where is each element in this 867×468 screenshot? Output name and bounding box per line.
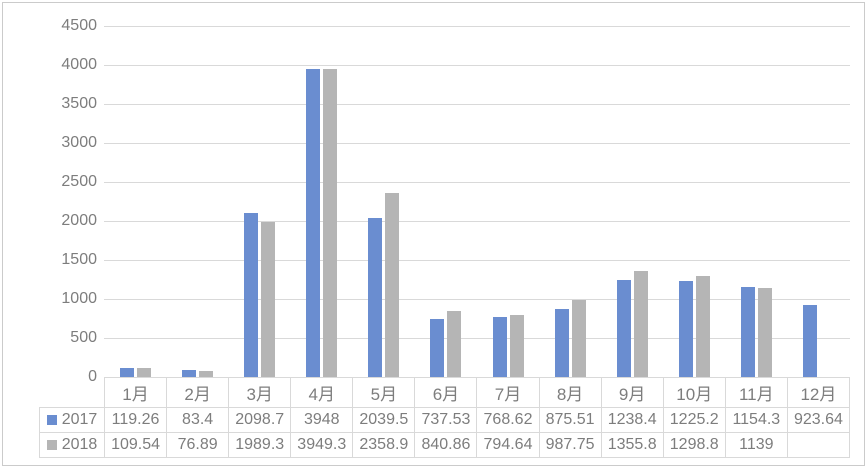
month-header-cell: 7月 — [476, 377, 540, 408]
value-cell: 1225.2 — [662, 407, 726, 433]
series-row-header: 2018 — [39, 432, 105, 458]
bar-2018-7月 — [510, 315, 524, 377]
value-cell: 875.51 — [538, 407, 602, 433]
y-axis-tick-label: 0 — [88, 368, 97, 385]
bar-2017-12月 — [803, 305, 817, 377]
bar-2017-2月 — [182, 370, 196, 377]
value-cell: 76.89 — [166, 432, 230, 458]
table-corner-cell — [40, 378, 105, 408]
value-cell — [786, 432, 851, 458]
gridline — [104, 221, 850, 222]
bar-2017-4月 — [306, 69, 320, 377]
chart-data-table: 1月 2月 3月 4月 5月 6月 7月 8月 9月 10月 11月 12月 2017 119.26 83.… — [39, 377, 851, 458]
value-cell: 1989.3 — [228, 432, 292, 458]
gridline — [104, 26, 850, 27]
value-cell: 3948 — [290, 407, 354, 433]
table-row-2017: 2017 119.26 83.4 2098.7 3948 2039.5 737.53 768.… — [39, 407, 851, 433]
value-cell: 2039.5 — [352, 407, 416, 433]
value-cell: 1154.3 — [724, 407, 788, 433]
legend-swatch-2017 — [46, 415, 57, 425]
value-cell: 119.26 — [103, 407, 168, 433]
y-axis-tick-label: 500 — [70, 329, 97, 346]
month-header-cell: 10月 — [662, 377, 726, 408]
bar-2018-11月 — [758, 288, 772, 377]
value-cell: 1298.8 — [662, 432, 726, 458]
gridline — [104, 260, 850, 261]
value-cell: 1355.8 — [600, 432, 664, 458]
bar-2018-10月 — [696, 276, 710, 377]
value-cell: 768.62 — [476, 407, 540, 433]
bar-2017-10月 — [679, 281, 693, 377]
bar-2018-1月 — [137, 368, 151, 377]
y-axis-tick-label: 3500 — [61, 95, 97, 112]
value-cell: 737.53 — [414, 407, 478, 433]
bar-2017-1月 — [120, 368, 134, 377]
value-cell: 840.86 — [414, 432, 478, 458]
y-axis-tick-label: 1500 — [61, 251, 97, 268]
gridline — [104, 143, 850, 144]
value-cell: 3949.3 — [290, 432, 354, 458]
bar-2017-11月 — [741, 287, 755, 377]
bar-2018-5月 — [385, 193, 399, 377]
value-cell: 794.64 — [476, 432, 540, 458]
bar-2017-5月 — [368, 218, 382, 377]
bar-2018-2月 — [199, 371, 213, 377]
gridline — [104, 182, 850, 183]
value-cell: 83.4 — [166, 407, 230, 433]
value-cell: 109.54 — [103, 432, 168, 458]
month-header-cell: 1月 — [103, 377, 168, 408]
value-cell: 923.64 — [786, 407, 851, 433]
bar-2017-8月 — [555, 309, 569, 377]
value-cell: 2358.9 — [352, 432, 416, 458]
month-header-cell: 4月 — [290, 377, 354, 408]
month-header-cell: 5月 — [352, 377, 416, 408]
value-cell: 1139 — [724, 432, 788, 458]
bar-2017-6月 — [430, 319, 444, 377]
y-axis-tick-label: 3000 — [61, 134, 97, 151]
gridline — [104, 338, 850, 339]
month-header-cell: 3月 — [228, 377, 292, 408]
month-header-cell: 11月 — [724, 377, 788, 408]
plot-area — [104, 26, 850, 377]
y-axis-tick-label: 4000 — [61, 56, 97, 73]
bar-2018-4月 — [323, 69, 337, 377]
y-axis-tick-label: 2000 — [61, 212, 97, 229]
bar-2017-7月 — [493, 317, 507, 377]
bar-2018-3月 — [261, 222, 275, 377]
bar-2018-8月 — [572, 300, 586, 377]
y-axis-tick-label: 2500 — [61, 173, 97, 190]
value-cell: 2098.7 — [228, 407, 292, 433]
value-cell: 1238.4 — [600, 407, 664, 433]
series-row-header: 2017 — [39, 407, 105, 433]
gridline — [104, 65, 850, 66]
month-header-cell: 9月 — [600, 377, 664, 408]
gridline — [104, 299, 850, 300]
month-header-cell: 2月 — [166, 377, 230, 408]
gridline — [104, 104, 850, 105]
bar-2017-3月 — [244, 213, 258, 377]
bar-2018-9月 — [634, 271, 648, 377]
y-axis-tick-label: 4500 — [61, 17, 97, 34]
series-name: 2017 — [61, 411, 98, 428]
legend-swatch-2018 — [46, 440, 57, 450]
table-row-2018: 2018 109.54 76.89 1989.3 3949.3 2358.9 840.86 7… — [39, 432, 851, 458]
month-header-cell: 12月 — [786, 377, 851, 408]
bar-2017-9月 — [617, 280, 631, 377]
month-header-cell: 6月 — [414, 377, 478, 408]
bar-2018-6月 — [447, 311, 461, 377]
series-name: 2018 — [61, 436, 98, 453]
data-table: 1月 2月 3月 4月 5月 6月 7月 8月 9月 10月 11月 12月 2017 119.26 83.… — [39, 377, 851, 458]
value-cell: 987.75 — [538, 432, 602, 458]
month-header-cell: 8月 — [538, 377, 602, 408]
y-axis-tick-label: 1000 — [61, 290, 97, 307]
